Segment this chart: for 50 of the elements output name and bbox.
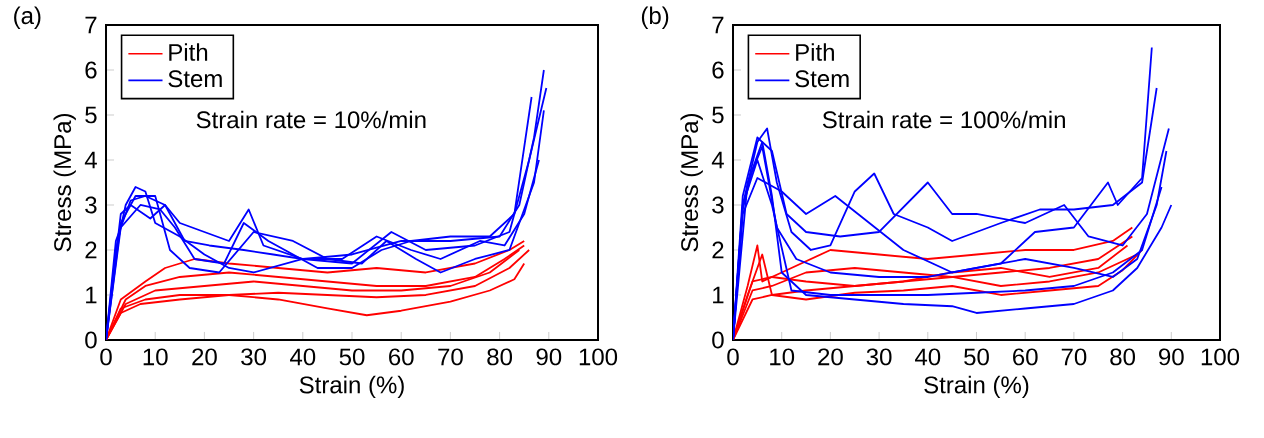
x-tick-label: 70 — [1061, 348, 1087, 366]
x-tick-label: 20 — [192, 348, 217, 366]
x-tick-label: 20 — [818, 348, 843, 366]
x-tick-label: 0 — [100, 348, 112, 366]
x-tick-label: 50 — [339, 348, 365, 366]
legend-label: Pith — [796, 43, 834, 61]
x-tick-label: 100 — [579, 348, 618, 366]
legend-label: Stem — [795, 70, 849, 88]
x-tick-label: 90 — [536, 348, 562, 366]
x-tick-label: 0 — [727, 348, 739, 366]
x-tick-label: 40 — [290, 348, 316, 366]
x-tick-label: 10 — [143, 348, 168, 366]
x-tick-label: 80 — [1110, 348, 1136, 366]
x-tick-label: 40 — [915, 348, 941, 366]
annotation: Strain rate = 10%/min — [196, 110, 426, 129]
y-tick-label: 4 — [84, 151, 97, 169]
x-tick-label: 70 — [438, 348, 463, 366]
x-tick-label: 60 — [1013, 348, 1038, 366]
y-tick-label: 6 — [712, 61, 724, 79]
y-axis-title: Stress (MPa) — [680, 114, 703, 252]
y-tick-label: 1 — [713, 286, 724, 304]
y-tick-label: 0 — [85, 331, 97, 349]
x-tick-label: 10 — [770, 348, 795, 366]
y-tick-label: 3 — [85, 196, 97, 214]
x-tick-label: 100 — [1201, 348, 1240, 366]
x-tick-label: 30 — [241, 348, 267, 366]
y-tick-label: 2 — [712, 241, 724, 259]
y-tick-label: 2 — [85, 241, 97, 259]
y-tick-label: 0 — [712, 331, 724, 349]
annotation: Strain rate = 100%/min — [822, 110, 1065, 129]
y-tick-label: 4 — [711, 151, 724, 169]
y-tick-label: 5 — [712, 106, 724, 124]
y-tick-label: 1 — [86, 286, 97, 304]
x-tick-label: 50 — [964, 348, 989, 366]
legend-label: Stem — [168, 70, 222, 88]
chart-title: (b) — [641, 6, 669, 29]
x-tick-label: 90 — [1159, 348, 1184, 366]
x-axis-title: Strain (%) — [299, 375, 404, 399]
x-tick-label: 30 — [866, 348, 892, 366]
y-tick-label: 3 — [712, 196, 724, 214]
y-tick-label: 7 — [712, 16, 724, 34]
y-tick-label: 5 — [85, 106, 97, 124]
x-axis-title: Strain (%) — [924, 375, 1029, 399]
y-axis-title: Stress (MPa) — [53, 114, 76, 252]
y-tick-label: 7 — [85, 16, 97, 34]
chart-title: (a) — [14, 6, 41, 29]
x-tick-label: 80 — [487, 348, 513, 366]
legend-label: Pith — [169, 43, 208, 61]
y-tick-label: 6 — [85, 61, 97, 79]
x-tick-label: 60 — [389, 348, 414, 366]
